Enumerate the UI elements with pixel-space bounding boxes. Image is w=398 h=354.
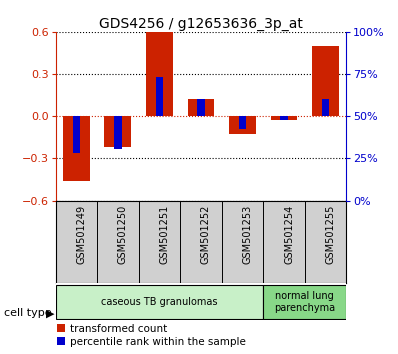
Text: GSM501250: GSM501250 (118, 205, 128, 264)
Text: cell type: cell type (4, 308, 52, 318)
Bar (239, 116, 246, 129)
Text: caseous TB granulomas: caseous TB granulomas (101, 297, 218, 307)
Bar (105, 116, 131, 147)
Text: GSM501253: GSM501253 (242, 205, 252, 264)
Bar (114, 116, 122, 149)
Bar (271, 116, 297, 120)
Text: GSM501252: GSM501252 (201, 205, 211, 264)
Legend: transformed count, percentile rank within the sample: transformed count, percentile rank withi… (57, 324, 246, 347)
Bar (63, 116, 90, 181)
Bar (197, 99, 205, 116)
Bar (56, 285, 263, 319)
Bar (312, 46, 339, 116)
Text: GSM501249: GSM501249 (76, 205, 86, 264)
Text: ▶: ▶ (46, 308, 54, 318)
Bar (146, 32, 173, 116)
Bar (229, 116, 256, 135)
Text: GSM501254: GSM501254 (284, 205, 294, 264)
Bar (156, 77, 163, 116)
Bar (280, 116, 288, 120)
Text: GSM501255: GSM501255 (326, 205, 336, 264)
Title: GDS4256 / g12653636_3p_at: GDS4256 / g12653636_3p_at (99, 17, 303, 31)
Bar (73, 116, 80, 153)
Bar (263, 285, 346, 319)
Bar (187, 99, 215, 116)
Text: normal lung
parenchyma: normal lung parenchyma (274, 291, 336, 313)
Bar (322, 99, 329, 116)
Text: GSM501251: GSM501251 (160, 205, 170, 264)
